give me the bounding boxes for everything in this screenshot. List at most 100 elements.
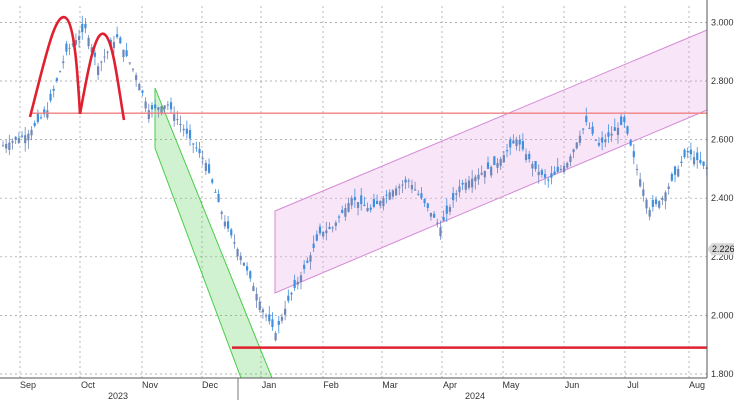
candle-body <box>261 309 265 313</box>
candle-body <box>559 168 563 170</box>
candle-body <box>680 161 683 164</box>
candle-body <box>534 160 537 169</box>
candle-body <box>198 148 201 154</box>
candle-body <box>100 61 103 63</box>
candle-body <box>664 192 667 202</box>
candle-body <box>594 139 597 141</box>
candle-body <box>654 199 658 205</box>
candle-body <box>467 180 471 188</box>
candle-body <box>575 142 578 149</box>
candle-body <box>474 176 477 182</box>
candle-body <box>242 262 246 266</box>
candle-body <box>626 126 629 134</box>
candle-body <box>277 320 280 325</box>
candle-body <box>274 332 277 341</box>
candle-body <box>702 161 705 166</box>
x-tick-label: Feb <box>323 380 339 390</box>
candle-body <box>360 195 363 205</box>
candle-body <box>607 132 610 137</box>
candle-body <box>135 75 138 80</box>
candle-body <box>528 153 531 160</box>
candle-body <box>417 193 420 195</box>
candle-body <box>505 150 509 152</box>
candle-body <box>36 113 39 123</box>
candle-body <box>226 221 230 229</box>
candle-body <box>334 222 337 226</box>
x-tick-label: Jan <box>262 380 277 390</box>
candle-body <box>369 207 372 210</box>
candle-body <box>125 50 128 57</box>
candle-body <box>452 193 455 201</box>
candle-body <box>68 47 71 49</box>
candle-body <box>521 141 524 150</box>
candle-body <box>318 226 322 234</box>
candle-body <box>62 61 65 64</box>
candle-body <box>363 204 366 207</box>
candle-body <box>214 191 217 193</box>
x-tick-label: May <box>502 380 520 390</box>
candle-body <box>236 248 239 257</box>
candle-body <box>398 186 401 189</box>
candle-body <box>77 36 81 41</box>
candle-body <box>616 127 620 135</box>
candle-body <box>233 242 236 244</box>
candle-body <box>591 126 594 134</box>
candle-body <box>658 201 661 208</box>
year-label: 2024 <box>465 391 485 400</box>
x-tick-label: Sep <box>20 380 36 390</box>
candle-body <box>90 47 93 53</box>
candle-body <box>604 139 607 143</box>
candle-body <box>543 174 547 178</box>
candle-body <box>350 198 353 206</box>
last-value-label: 2.226 <box>712 244 734 254</box>
candle-body <box>30 129 33 136</box>
candle-body <box>410 185 414 190</box>
candle-body <box>414 189 417 191</box>
candle-body <box>39 117 43 119</box>
candle-body <box>651 199 654 207</box>
candle-body <box>119 37 122 44</box>
candle-body <box>195 147 198 149</box>
candle-body <box>315 234 318 241</box>
candle-body <box>201 158 204 160</box>
candle-body <box>366 207 369 212</box>
candle-body <box>204 163 207 171</box>
candle-body <box>337 216 341 218</box>
candle-body <box>284 308 287 315</box>
x-tick-label: Oct <box>81 380 96 390</box>
candle-body <box>499 159 502 166</box>
candle-body <box>623 116 626 123</box>
candle-body <box>566 163 569 168</box>
candle-body <box>562 165 566 173</box>
candle-body <box>55 78 58 81</box>
y-tick-label: 2.600 <box>711 135 734 145</box>
candle-body <box>683 149 686 158</box>
candle-body <box>112 41 116 49</box>
candle-body <box>293 279 296 289</box>
candle-body <box>179 123 182 125</box>
candle-body <box>141 90 144 93</box>
candle-body <box>312 243 315 249</box>
candle-body <box>8 142 11 150</box>
candle-body <box>188 130 192 139</box>
candle-body <box>265 315 268 317</box>
candle-body <box>344 207 347 217</box>
candle-body <box>106 51 109 53</box>
candle-body <box>480 172 483 175</box>
candle-body <box>379 201 382 206</box>
candle-body <box>375 200 379 205</box>
candle-body <box>471 178 474 188</box>
y-tick-label: 2.800 <box>711 76 734 86</box>
candle-body <box>496 163 499 168</box>
candle-body <box>287 295 290 301</box>
y-tick-label: 2.400 <box>711 193 734 203</box>
candle-body <box>147 110 150 119</box>
candle-body <box>426 203 429 208</box>
candle-body <box>673 166 677 175</box>
candle-body <box>429 212 433 217</box>
x-tick-label: Apr <box>443 380 457 390</box>
candle-body <box>97 66 100 76</box>
candle-body <box>1 145 5 147</box>
candle-body <box>509 139 512 148</box>
